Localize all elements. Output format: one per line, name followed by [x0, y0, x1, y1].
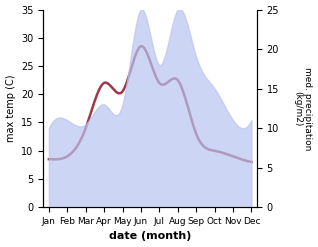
Y-axis label: med. precipitation
(kg/m2): med. precipitation (kg/m2)	[293, 67, 313, 150]
Y-axis label: max temp (C): max temp (C)	[5, 75, 16, 142]
X-axis label: date (month): date (month)	[109, 231, 191, 242]
